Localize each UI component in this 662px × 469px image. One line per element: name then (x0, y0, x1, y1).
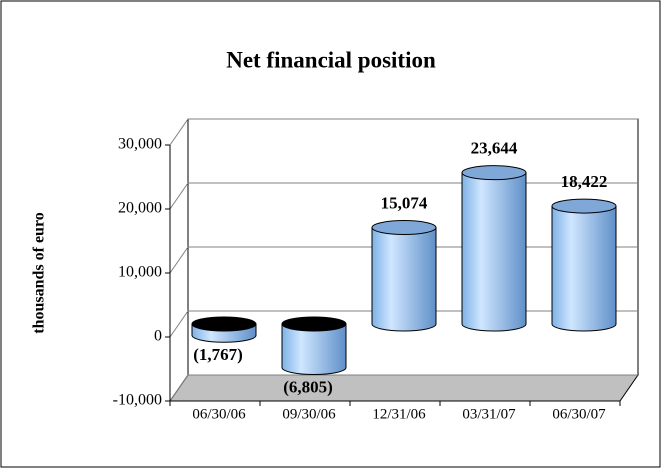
y-tick-label: 20,000 (118, 200, 162, 217)
x-tick-label: 06/30/07 (552, 406, 606, 422)
bar-top (191, 316, 257, 332)
x-tick-label: 06/30/06 (192, 406, 246, 422)
y-tick-label: 0 (154, 328, 162, 345)
bar (281, 323, 347, 376)
bar-top (371, 220, 437, 236)
grid-line (169, 118, 638, 146)
floor (169, 374, 639, 402)
bar-top (281, 316, 347, 332)
value-label: (1,767) (193, 345, 243, 364)
bar-top (461, 165, 527, 181)
x-tick-label: 12/31/06 (372, 406, 426, 422)
bar (461, 172, 527, 332)
bar (551, 205, 617, 332)
value-label: (6,805) (283, 377, 333, 396)
x-tick-label: 03/31/07 (462, 406, 516, 422)
y-tick-label: 30,000 (118, 136, 162, 153)
value-label: 15,074 (381, 193, 428, 212)
y-tick-label: -10,000 (113, 392, 162, 409)
y-tick-label: 10,000 (118, 264, 162, 281)
grid-line (169, 374, 638, 402)
bar (371, 227, 437, 332)
chart-title: Net financial position (226, 47, 436, 72)
value-label: 18,422 (561, 172, 608, 191)
value-label: 23,644 (471, 139, 518, 158)
x-tick-label: 09/30/06 (282, 406, 336, 422)
y-axis-label: thousands of euro (31, 212, 48, 334)
bar-top (551, 198, 617, 214)
